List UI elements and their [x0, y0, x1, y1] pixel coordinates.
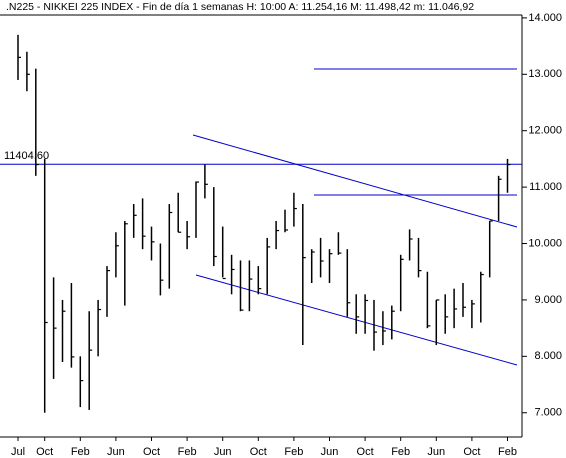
- y-tick-label: 9.000: [534, 294, 562, 306]
- x-tick-label: Oct: [250, 446, 267, 458]
- x-tick-label: Oct: [463, 446, 480, 458]
- x-tick-label: Jun: [107, 446, 125, 458]
- x-tick-label: Oct: [143, 446, 160, 458]
- trend-line: [192, 134, 518, 228]
- x-tick-label: Oct: [36, 446, 53, 458]
- reference-label: 11404,60: [4, 150, 49, 162]
- x-tick-label: Feb: [71, 446, 90, 458]
- x-tick-label: Jul: [11, 446, 25, 458]
- y-tick-label: 10.000: [528, 237, 562, 249]
- x-tick-label: Jun: [214, 446, 232, 458]
- x-tick-label: Feb: [178, 446, 197, 458]
- y-tick-label: 8.000: [534, 350, 562, 362]
- y-tick-label: 11.000: [529, 181, 562, 193]
- x-tick-label: Jun: [427, 446, 445, 458]
- y-tick-label: 14.000: [528, 12, 562, 24]
- x-tick-label: Jun: [321, 446, 339, 458]
- x-tick-label: Oct: [357, 446, 374, 458]
- y-tick-label: 13.000: [528, 68, 562, 80]
- y-tick-label: 7.000: [534, 407, 562, 419]
- x-tick-label: Feb: [498, 446, 517, 458]
- y-tick-label: 12.000: [528, 125, 562, 137]
- x-tick-label: Feb: [284, 446, 303, 458]
- chart-title: .N225 - NIKKEI 225 INDEX - Fin de día 1 …: [6, 1, 474, 13]
- x-tick-label: Feb: [391, 446, 410, 458]
